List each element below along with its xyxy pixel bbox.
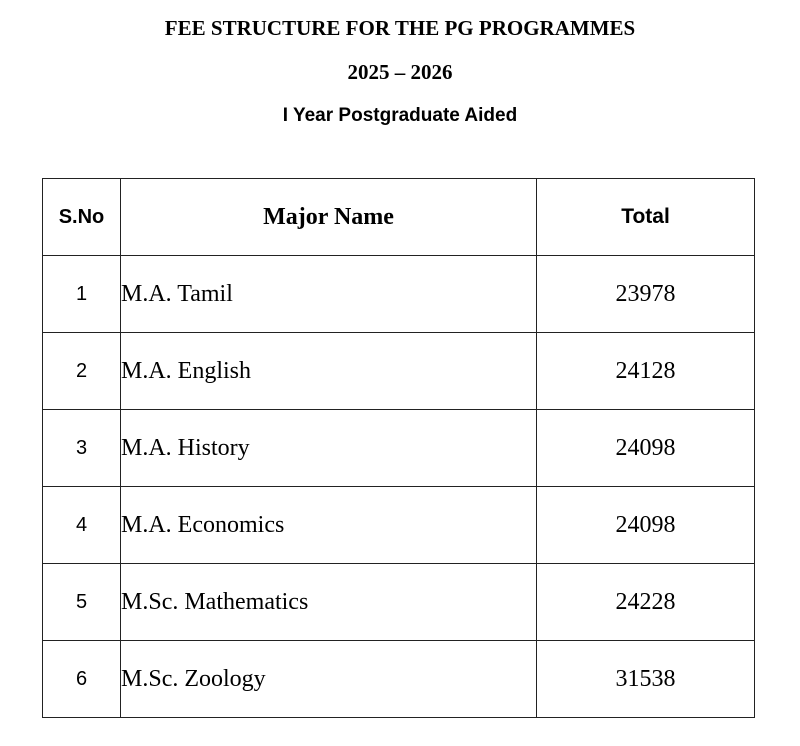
major-name-cell: M.A. English	[120, 332, 537, 410]
sno-cell: 2	[42, 332, 121, 410]
header-sno: S.No	[42, 178, 121, 256]
total-cell: 24128	[536, 332, 755, 410]
header-major-name: Major Name	[120, 178, 537, 256]
table-row: 4 M.A. Economics 24098	[42, 486, 755, 564]
table-row: 2 M.A. English 24128	[42, 332, 755, 410]
table-row: 6 M.Sc. Zoology 31538	[42, 640, 755, 718]
sno-cell: 3	[42, 409, 121, 487]
total-cell: 23978	[536, 255, 755, 333]
sno-cell: 5	[42, 563, 121, 641]
total-cell: 24098	[536, 486, 755, 564]
major-name-cell: M.A. Tamil	[120, 255, 537, 333]
sno-cell: 4	[42, 486, 121, 564]
academic-year: 2025 – 2026	[347, 60, 453, 84]
major-name-cell: M.Sc. Zoology	[120, 640, 537, 718]
total-cell: 24228	[536, 563, 755, 641]
sno-cell: 1	[42, 255, 121, 333]
total-cell: 24098	[536, 409, 755, 487]
table-row: 5 M.Sc. Mathematics 24228	[42, 563, 755, 641]
document-title: FEE STRUCTURE FOR THE PG PROGRAMMES	[164, 16, 636, 40]
fee-table: S.No Major Name Total 1 M.A. Tamil 23978 2 M…	[42, 178, 755, 718]
major-name-cell: M.A. Economics	[120, 486, 537, 564]
major-name-cell: M.Sc. Mathematics	[120, 563, 537, 641]
sno-cell: 6	[42, 640, 121, 718]
table-row: 3 M.A. History 24098	[42, 409, 755, 487]
major-name-cell: M.A. History	[120, 409, 537, 487]
total-cell: 31538	[536, 640, 755, 718]
document-subtitle: I Year Postgraduate Aided	[282, 105, 518, 126]
table-row: 1 M.A. Tamil 23978	[42, 255, 755, 333]
header-total: Total	[536, 178, 755, 256]
table-header-row: S.No Major Name Total	[42, 178, 755, 256]
